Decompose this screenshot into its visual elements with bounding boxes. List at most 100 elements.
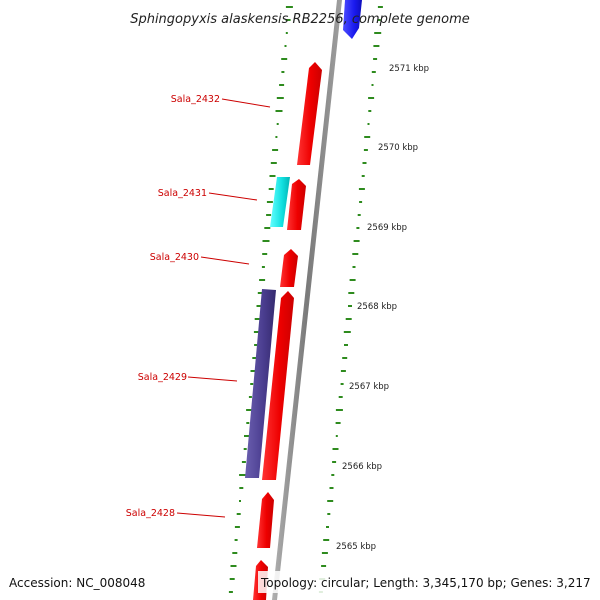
gc-dot-inner xyxy=(244,435,249,437)
gc-dot-outer xyxy=(352,266,356,268)
gc-dot-inner xyxy=(262,240,270,242)
gc-dot-outer xyxy=(363,149,368,151)
gc-dot-inner xyxy=(254,318,262,320)
gc-dot-outer xyxy=(335,435,338,437)
gc-dot-inner xyxy=(272,149,279,151)
gene-sala-2431-shape xyxy=(287,179,306,230)
gc-dot-inner xyxy=(232,552,238,554)
gc-dot-outer xyxy=(373,45,380,47)
gc-dot-inner xyxy=(279,84,285,86)
map-title: Sphingopyxis alaskensis RB2256, complete… xyxy=(130,12,470,27)
gc-dot-inner xyxy=(246,422,250,424)
leader-sala-2432 xyxy=(221,98,271,108)
gc-dot-outer xyxy=(343,331,351,333)
gc-dot-inner xyxy=(285,32,288,34)
gene-top-blue-shape xyxy=(343,0,362,39)
footer-info-background xyxy=(258,571,594,593)
gc-dot-inner xyxy=(246,409,253,411)
gc-dot-inner xyxy=(250,370,256,372)
gc-dot-inner xyxy=(275,110,283,112)
gc-dot-outer xyxy=(327,513,331,515)
gene-sala-2429-shape xyxy=(262,291,294,480)
gc-dot-outer xyxy=(358,188,365,190)
gc-dot-inner xyxy=(236,513,241,515)
gc-dot-inner xyxy=(276,123,279,125)
gc-dot-inner xyxy=(281,58,288,60)
gc-dot-outer xyxy=(368,97,375,99)
gene-sala-2431b-shape xyxy=(270,177,290,227)
gc-dot-inner xyxy=(275,136,278,138)
gc-dot-outer xyxy=(331,474,335,476)
gc-dot-outer xyxy=(335,422,341,424)
gene-label-sala-2432: Sala_2432 xyxy=(171,94,220,105)
gc-dot-outer xyxy=(321,552,328,554)
gc-dot-inner xyxy=(261,266,265,268)
gc-dot-inner xyxy=(270,162,277,164)
gc-dot-inner xyxy=(239,474,247,476)
gc-dot-inner xyxy=(269,175,276,177)
scale-label-2566: 2566 kbp xyxy=(342,462,382,472)
gc-dot-inner xyxy=(264,227,271,229)
gc-dot-inner xyxy=(268,188,274,190)
gc-dot-inner xyxy=(262,253,268,255)
leader-sala-2430 xyxy=(200,256,250,265)
gc-dot-outer xyxy=(374,32,382,34)
gc-dot-outer xyxy=(373,58,378,60)
gc-dot-outer xyxy=(371,71,376,73)
leader-sala-2429 xyxy=(187,376,238,382)
gc-dot-inner xyxy=(234,539,238,541)
gc-dot-inner xyxy=(266,201,273,203)
gene-sala-2432-shape xyxy=(297,62,322,165)
scale-label-2565: 2565 kbp xyxy=(336,542,376,552)
gene-sala-2428-shape xyxy=(257,492,274,548)
gc-dot-outer xyxy=(326,526,329,528)
gc-dot-outer xyxy=(356,227,360,229)
genome-backbone xyxy=(272,0,342,600)
gc-dot-outer xyxy=(377,6,383,8)
gc-dot-outer xyxy=(342,357,348,359)
gene-sala-2430-shape xyxy=(280,249,298,287)
gc-dot-inner xyxy=(281,71,285,73)
gc-dot-inner xyxy=(254,344,258,346)
genome-info-text: Topology: circular; Length: 3,345,170 bp… xyxy=(260,576,591,590)
gene-label-sala-2429: Sala_2429 xyxy=(138,372,187,383)
gc-dot-outer xyxy=(344,344,348,346)
gc-dot-inner xyxy=(230,565,237,567)
gc-dot-inner xyxy=(228,591,233,593)
leader-sala-2431 xyxy=(208,192,258,201)
gc-dot-inner xyxy=(285,19,291,21)
gc-dot-inner xyxy=(248,396,252,398)
gc-dot-outer xyxy=(348,305,352,307)
gc-dot-inner xyxy=(253,331,260,333)
gc-dot-inner xyxy=(252,357,257,359)
scale-label-2568: 2568 kbp xyxy=(357,302,397,312)
scale-label-2570: 2570 kbp xyxy=(378,143,418,153)
genes xyxy=(245,0,362,600)
gene-label-lines xyxy=(176,98,271,518)
gc-dot-inner xyxy=(250,383,254,385)
gc-dot-outer xyxy=(362,162,367,164)
gc-dot-inner xyxy=(284,45,287,47)
gc-dot-outer xyxy=(338,396,343,398)
gc-dot-outer xyxy=(368,110,372,112)
gc-dot-inner xyxy=(239,487,244,489)
accession-text: Accession: NC_008048 xyxy=(9,576,145,590)
scale-label-2567: 2567 kbp xyxy=(349,382,389,392)
gc-dot-outer xyxy=(353,240,360,242)
gene-label-sala-2430: Sala_2430 xyxy=(150,252,199,263)
gc-dot-outer xyxy=(340,383,344,385)
gc-dot-inner xyxy=(234,526,240,528)
gc-dot-inner xyxy=(239,500,241,502)
gc-dot-outer xyxy=(329,487,334,489)
scale-label-2571: 2571 kbp xyxy=(389,64,429,74)
gc-dot-outer xyxy=(335,409,343,411)
gc-dot-outer xyxy=(345,318,352,320)
gc-dot-outer xyxy=(367,123,370,125)
gc-dot-outer xyxy=(371,84,374,86)
gc-dot-inner xyxy=(259,279,266,281)
gene-label-sala-2428: Sala_2428 xyxy=(126,508,175,519)
gc-dot-outer xyxy=(332,448,339,450)
gc-dot-outer xyxy=(348,292,355,294)
gc-dot-outer xyxy=(361,175,365,177)
